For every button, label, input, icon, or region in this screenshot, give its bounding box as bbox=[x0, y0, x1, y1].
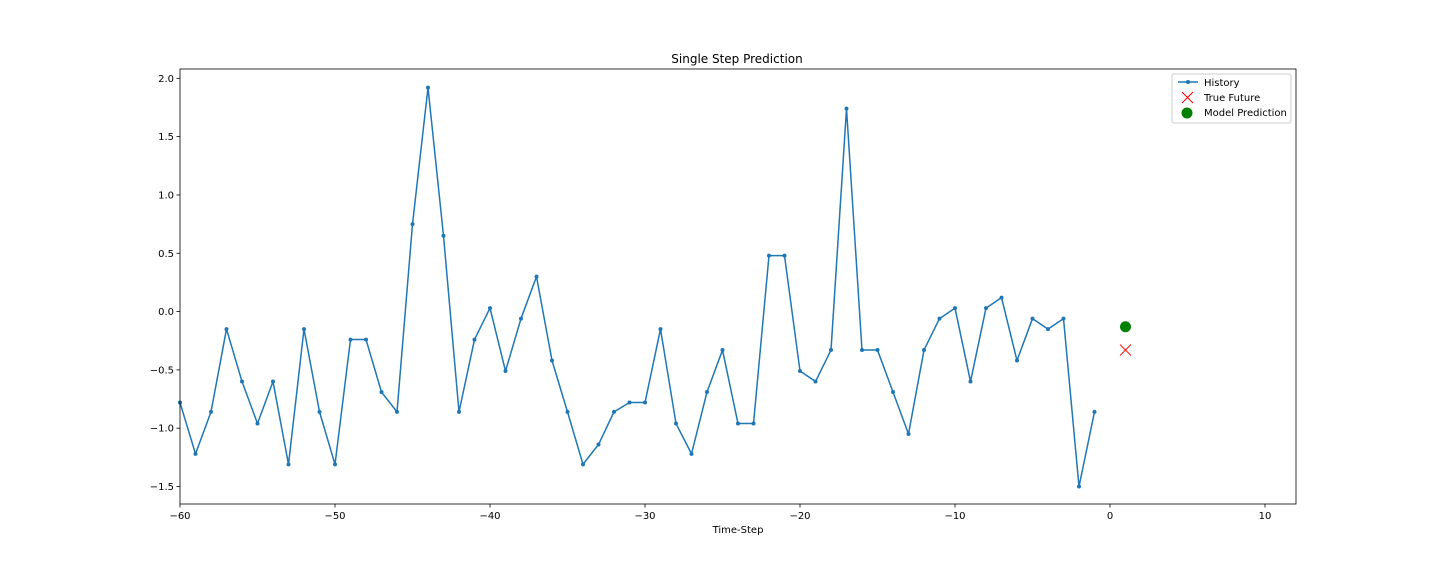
history-point bbox=[937, 316, 942, 321]
history-point bbox=[503, 369, 508, 374]
legend-history-label: History bbox=[1204, 78, 1240, 89]
history-point bbox=[534, 274, 539, 279]
history-point bbox=[720, 348, 725, 353]
legend-history-marker bbox=[1186, 80, 1190, 84]
history-point bbox=[689, 451, 694, 456]
history-point bbox=[224, 327, 229, 332]
y-tick-label: 1.5 bbox=[158, 132, 174, 143]
history-point bbox=[782, 253, 787, 258]
history-point bbox=[441, 233, 446, 238]
history-point bbox=[550, 358, 554, 363]
x-tick-label: −20 bbox=[789, 511, 810, 522]
history-point bbox=[1061, 316, 1066, 321]
y-tick-label: −1.5 bbox=[150, 482, 174, 493]
history-point bbox=[643, 400, 647, 405]
x-tick-label: −10 bbox=[944, 511, 965, 522]
chart-title: Single Step Prediction bbox=[671, 52, 802, 66]
history-point bbox=[193, 451, 198, 456]
history-point bbox=[209, 409, 213, 414]
history-point bbox=[906, 432, 911, 437]
history-point bbox=[488, 306, 492, 311]
x-tick-label: 10 bbox=[1259, 511, 1272, 522]
legend-model-prediction-label: Model Prediction bbox=[1204, 108, 1287, 119]
history-point bbox=[1046, 327, 1050, 332]
history-point bbox=[286, 462, 291, 467]
history-point bbox=[255, 421, 260, 426]
history-point bbox=[565, 409, 570, 414]
x-tick-label: −50 bbox=[324, 511, 345, 522]
y-tick-label: −0.5 bbox=[150, 365, 174, 376]
x-axis-label: Time-Step bbox=[712, 525, 764, 536]
history-point bbox=[1077, 484, 1081, 489]
true-future-point bbox=[1119, 344, 1132, 356]
history-point bbox=[751, 421, 756, 426]
history-point bbox=[596, 442, 601, 447]
history-point bbox=[844, 106, 849, 111]
history-point bbox=[612, 409, 616, 414]
history-point bbox=[317, 409, 322, 414]
history-point bbox=[798, 369, 802, 374]
history-point bbox=[953, 306, 957, 311]
future-markers bbox=[1119, 321, 1132, 356]
history-point bbox=[999, 295, 1004, 300]
history-point bbox=[581, 462, 585, 467]
history-point bbox=[984, 306, 988, 311]
history-point bbox=[736, 421, 740, 426]
history-point bbox=[348, 337, 353, 342]
history-point bbox=[426, 85, 430, 90]
x-tick-label: −30 bbox=[634, 511, 655, 522]
history-point bbox=[1015, 358, 1019, 363]
history-point bbox=[860, 348, 864, 353]
history-point bbox=[968, 379, 973, 384]
history-line bbox=[179, 86, 1096, 488]
y-tick-label: 0.0 bbox=[158, 307, 174, 318]
legend-true-future-marker bbox=[1181, 91, 1194, 104]
legend-frame bbox=[1171, 73, 1292, 124]
y-tick-label: 2.0 bbox=[158, 74, 174, 85]
history-point bbox=[674, 421, 678, 426]
history-point bbox=[1092, 409, 1097, 414]
history-point bbox=[240, 379, 244, 384]
history-point bbox=[1030, 316, 1035, 321]
plot-frame bbox=[179, 68, 1297, 505]
history-point bbox=[519, 316, 523, 321]
history-point bbox=[891, 390, 895, 395]
y-tick-label: 1.0 bbox=[158, 190, 174, 201]
history-point bbox=[829, 348, 833, 353]
history-point bbox=[271, 379, 275, 384]
history-point bbox=[767, 253, 771, 258]
x-tick-label: −60 bbox=[169, 511, 190, 522]
history-point bbox=[364, 337, 368, 342]
y-axis-ticks: 2.0 1.5 1.0 0.5 0.0 −0.5 −1.0 −1.5 bbox=[150, 74, 180, 493]
plot-area bbox=[180, 69, 1296, 504]
history-point bbox=[627, 400, 632, 405]
history-point bbox=[813, 379, 818, 384]
x-axis-ticks: −60 −50 −40 −30 −20 −10 0 10 bbox=[169, 504, 1271, 522]
history-point bbox=[302, 327, 306, 332]
history-point bbox=[705, 390, 709, 395]
history-series bbox=[178, 85, 1097, 489]
history-point bbox=[379, 390, 384, 395]
history-point bbox=[875, 348, 880, 353]
y-tick-label: −1.0 bbox=[150, 424, 174, 435]
history-point bbox=[457, 409, 461, 414]
model-prediction-point bbox=[1120, 321, 1131, 333]
x-tick-label: −40 bbox=[479, 511, 500, 522]
history-point bbox=[395, 409, 399, 414]
history-point bbox=[922, 348, 926, 353]
legend-model-prediction-marker bbox=[1181, 107, 1193, 119]
history-point bbox=[333, 462, 337, 467]
history-point bbox=[658, 327, 663, 332]
x-tick-label: 0 bbox=[1107, 511, 1113, 522]
legend-true-future-label: True Future bbox=[1203, 93, 1260, 104]
history-point bbox=[410, 222, 415, 227]
y-tick-label: 0.5 bbox=[158, 249, 174, 260]
history-point bbox=[472, 337, 477, 342]
legend: History True Future Model Prediction bbox=[1171, 73, 1292, 124]
